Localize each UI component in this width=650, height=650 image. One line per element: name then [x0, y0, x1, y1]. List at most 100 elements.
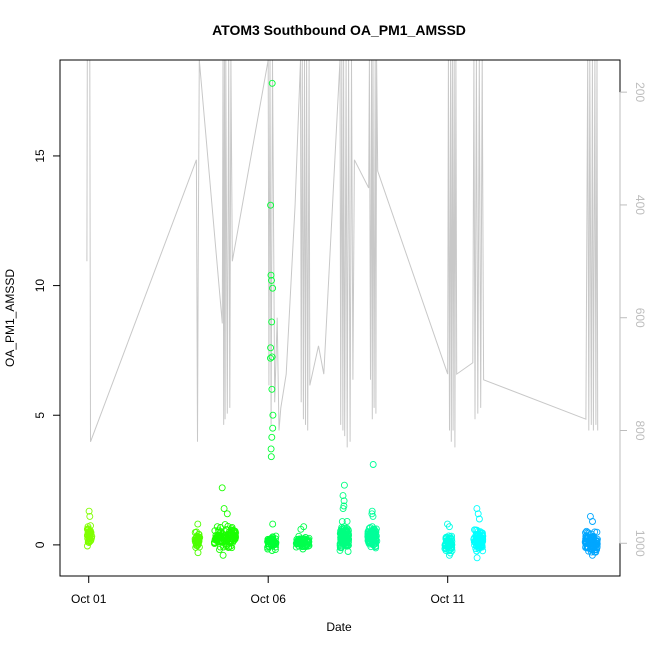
- data-point: [87, 529, 95, 537]
- data-point: [340, 538, 348, 546]
- y-tick-label: 0: [33, 541, 47, 548]
- data-point: [229, 526, 237, 534]
- data-point: [268, 353, 276, 361]
- data-point: [590, 544, 598, 552]
- data-point: [227, 542, 235, 550]
- data-point: [219, 551, 227, 559]
- data-point: [85, 507, 93, 515]
- data-point: [343, 517, 351, 525]
- data-point: [339, 492, 347, 500]
- data-point: [368, 507, 376, 515]
- data-point: [296, 535, 303, 543]
- y-tick-label: 15: [33, 149, 47, 163]
- y2-tick-label: 600: [633, 308, 647, 328]
- data-point: [86, 512, 94, 520]
- data-point: [267, 453, 275, 461]
- data-point: [337, 534, 345, 541]
- data-point: [446, 540, 454, 548]
- data-point: [446, 533, 454, 541]
- data-point: [268, 79, 276, 87]
- data-point: [269, 520, 277, 528]
- y-tick-label: 10: [33, 279, 47, 293]
- data-point: [222, 526, 230, 534]
- data-point: [268, 318, 276, 326]
- data-point: [269, 284, 277, 292]
- pressure-trace-layer: [86, 59, 599, 448]
- data-point: [268, 276, 275, 284]
- data-point: [268, 433, 276, 441]
- data-point: [336, 546, 344, 554]
- data-point: [298, 542, 306, 550]
- data-point: [445, 551, 453, 559]
- data-points-layer: [83, 79, 601, 562]
- data-point: [364, 537, 372, 544]
- point-group-7: [364, 461, 381, 552]
- y2-tick-label: 200: [633, 82, 647, 102]
- data-point: [582, 535, 590, 543]
- y-tick-label: 5: [33, 412, 47, 419]
- data-point: [473, 554, 481, 562]
- data-point: [267, 344, 275, 352]
- data-point: [84, 529, 92, 537]
- data-point: [583, 539, 591, 547]
- data-point: [473, 505, 481, 513]
- point-group-9: [470, 505, 487, 562]
- data-point: [476, 532, 484, 540]
- data-point: [339, 505, 347, 513]
- point-group-10: [581, 512, 601, 559]
- data-point: [195, 530, 203, 538]
- data-point: [216, 546, 223, 554]
- y-axis: 0 5 10 15: [33, 149, 60, 548]
- data-point: [295, 532, 303, 540]
- data-point: [211, 539, 219, 547]
- data-point: [472, 536, 479, 544]
- data-point: [193, 535, 201, 543]
- chart-title: ATOM3 Southbound OA_PM1_AMSSD: [212, 22, 466, 38]
- data-point: [267, 535, 275, 543]
- data-point: [267, 445, 275, 453]
- data-point: [195, 539, 202, 547]
- data-point: [474, 510, 482, 518]
- data-point: [304, 537, 312, 544]
- x-tick-label: Oct 01: [71, 592, 107, 606]
- data-point: [472, 545, 480, 553]
- data-point: [220, 536, 228, 544]
- data-point: [369, 461, 377, 468]
- data-point: [267, 271, 275, 279]
- data-point: [269, 424, 277, 432]
- data-point: [441, 542, 449, 549]
- data-point: [592, 539, 600, 547]
- data-point: [83, 542, 91, 550]
- data-point: [223, 510, 231, 518]
- y2-tick-label: 800: [633, 420, 647, 440]
- data-point: [221, 521, 229, 529]
- data-point: [193, 540, 201, 548]
- data-point: [369, 512, 377, 520]
- data-point: [267, 201, 275, 209]
- data-point: [589, 518, 596, 525]
- data-point: [297, 525, 305, 533]
- data-point: [368, 527, 376, 535]
- pressure-line: [86, 59, 599, 448]
- data-point: [337, 530, 345, 538]
- data-point: [472, 526, 480, 534]
- data-point: [340, 481, 348, 489]
- point-group-6: [336, 481, 353, 555]
- x-tick-label: Oct 06: [251, 592, 287, 606]
- data-point: [475, 515, 483, 523]
- data-point: [214, 531, 222, 539]
- data-point: [213, 523, 221, 531]
- point-group-4: [264, 79, 280, 554]
- data-point: [445, 523, 453, 531]
- data-point: [220, 505, 228, 513]
- point-group-8: [441, 520, 456, 559]
- data-point: [269, 411, 277, 419]
- x-tick-label: Oct 11: [430, 592, 465, 606]
- point-group-3: [210, 484, 240, 559]
- y2-axis: 200 400 600 800 1000: [619, 82, 647, 557]
- data-point: [267, 354, 274, 362]
- data-point: [268, 385, 276, 393]
- data-point: [83, 525, 91, 533]
- point-group-2: [191, 520, 204, 557]
- data-point: [191, 537, 199, 545]
